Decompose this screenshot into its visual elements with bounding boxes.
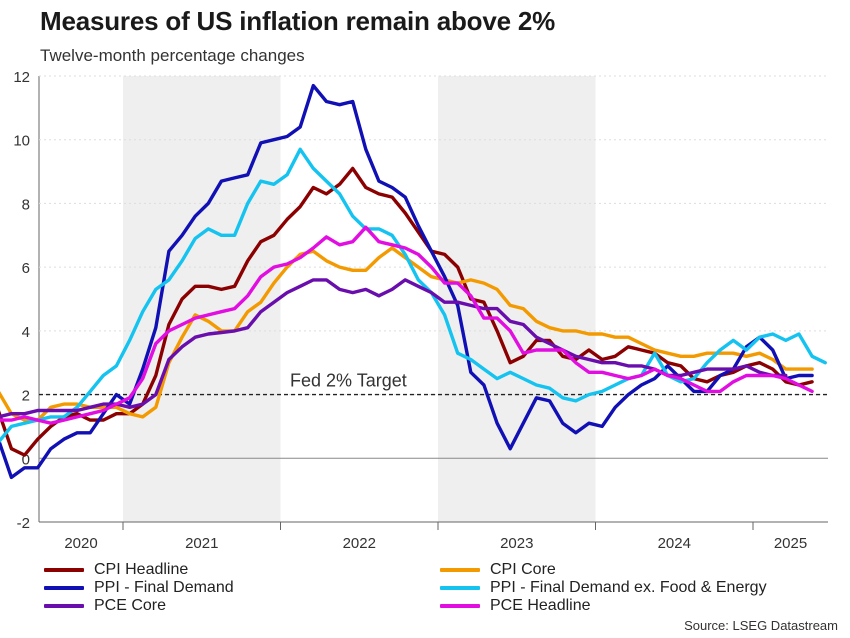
legend-label-cpi-headline: CPI Headline bbox=[94, 561, 189, 578]
x-tick-label: 2024 bbox=[658, 535, 691, 552]
series-line-ppi-final-demand bbox=[0, 83, 814, 480]
x-tick-label: 2020 bbox=[64, 535, 97, 552]
x-tick-label: 2025 bbox=[774, 535, 807, 552]
x-tick-label: 2022 bbox=[343, 535, 376, 552]
legend-label-pce-core: PCE Core bbox=[94, 597, 167, 614]
y-tick-label: 12 bbox=[13, 69, 30, 86]
legend-swatch-pce-core bbox=[44, 604, 84, 608]
inflation-line-chart: 12 10 8 6 4 2 0 -2 2020 2021 2022 2023 2024 2025 Fed 2… bbox=[0, 69, 828, 552]
chart-title: Measures of US inflation remain above 2% bbox=[40, 6, 556, 36]
legend-swatch-cpi-headline bbox=[44, 568, 84, 572]
chart-legend: CPI Headline CPI Core PPI - Final Demand… bbox=[0, 556, 850, 616]
legend-item-cpi-headline: CPI Headline bbox=[44, 560, 188, 580]
y-tick-label: 6 bbox=[22, 260, 30, 277]
fed-target-label: Fed 2% Target bbox=[290, 371, 407, 391]
source-note: Source: LSEG Datastream bbox=[684, 618, 838, 633]
shaded-year-2021 bbox=[123, 76, 281, 522]
chart-subtitle: Twelve-month percentage changes bbox=[40, 46, 305, 65]
shaded-year-2023 bbox=[438, 76, 596, 522]
y-tick-label: 4 bbox=[22, 324, 30, 341]
legend-item-cpi-core: CPI Core bbox=[440, 560, 556, 580]
y-tick-label: -2 bbox=[17, 515, 30, 532]
legend-item-ppi-final-demand: PPI - Final Demand bbox=[44, 578, 234, 598]
legend-label-pce-headline: PCE Headline bbox=[490, 597, 591, 614]
y-tick-label: 10 bbox=[13, 133, 30, 150]
y-tick-label: 0 bbox=[22, 451, 30, 468]
legend-label-ppi-ex-food-energy: PPI - Final Demand ex. Food & Energy bbox=[490, 579, 767, 596]
series-line-pce-headline bbox=[0, 225, 814, 425]
legend-label-ppi-final-demand: PPI - Final Demand bbox=[94, 579, 234, 596]
legend-swatch-pce-headline bbox=[440, 604, 480, 608]
y-tick-label: 2 bbox=[22, 388, 30, 405]
x-tick-label: 2023 bbox=[500, 535, 533, 552]
series-line-pce-core bbox=[0, 278, 788, 419]
legend-item-pce-headline: PCE Headline bbox=[440, 596, 591, 616]
legend-swatch-cpi-core bbox=[440, 568, 480, 572]
legend-item-ppi-ex-food-energy: PPI - Final Demand ex. Food & Energy bbox=[440, 578, 767, 598]
legend-item-pce-core: PCE Core bbox=[44, 596, 166, 616]
legend-swatch-ppi-final-demand bbox=[44, 586, 84, 590]
legend-swatch-ppi-ex-food-energy bbox=[440, 586, 480, 590]
x-tick-label: 2021 bbox=[185, 535, 218, 552]
series-line-cpi-headline bbox=[0, 166, 814, 457]
legend-label-cpi-core: CPI Core bbox=[490, 561, 556, 578]
y-tick-label: 8 bbox=[22, 196, 30, 213]
